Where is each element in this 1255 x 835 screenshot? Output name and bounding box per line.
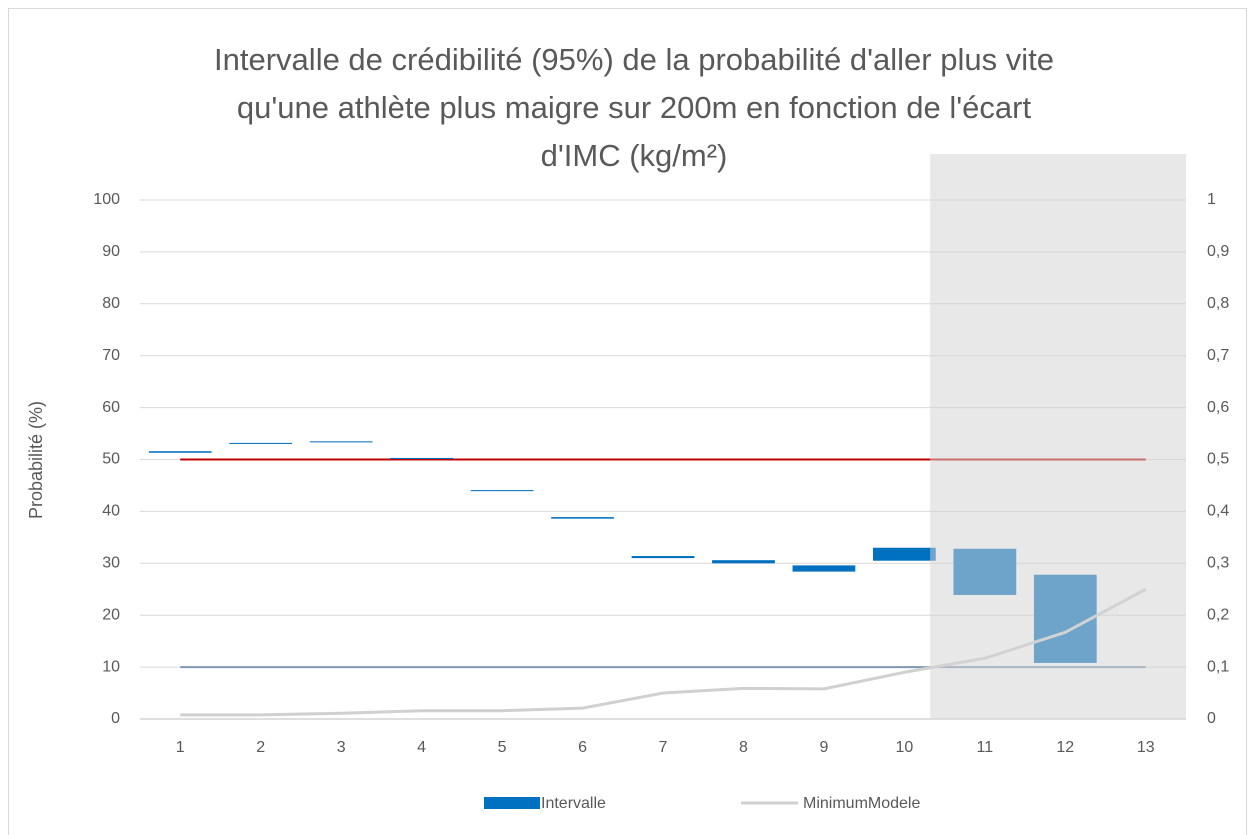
highlight-region — [930, 154, 1186, 719]
y-tick-label: 80 — [102, 295, 120, 312]
bar — [390, 457, 453, 459]
x-tick-label: 9 — [819, 739, 828, 756]
y-tick-label: 90 — [102, 243, 120, 260]
x-tick-label: 4 — [417, 739, 426, 756]
x-tick-label: 12 — [1056, 739, 1074, 756]
bar — [470, 490, 534, 492]
y2-tick-label: 0,7 — [1207, 347, 1229, 364]
y2-tick-label: 0,9 — [1207, 243, 1229, 260]
bar — [873, 547, 936, 561]
chart-title: d'IMC (kg/m²) — [541, 138, 728, 173]
x-tick-label: 2 — [256, 739, 265, 756]
x-tick-label: 7 — [659, 739, 668, 756]
x-tick-label: 11 — [977, 739, 994, 756]
chart-title: Intervalle de crédibilité (95%) de la pr… — [214, 42, 1054, 77]
bar — [551, 517, 614, 519]
x-tick-label: 10 — [895, 739, 913, 756]
bar — [792, 565, 856, 572]
y-tick-label: 0 — [111, 710, 120, 727]
y-tick-label: 20 — [102, 606, 120, 623]
bar — [148, 451, 212, 453]
y2-tick-label: 1 — [1207, 191, 1216, 208]
y2-tick-label: 0 — [1207, 710, 1216, 727]
bar — [712, 560, 775, 564]
x-tick-label: 3 — [337, 739, 346, 756]
bar — [631, 556, 695, 559]
legend-swatch — [484, 797, 540, 809]
legend-label: Intervalle — [541, 795, 606, 812]
x-tick-label: 6 — [578, 739, 587, 756]
y2-tick-label: 0,6 — [1207, 399, 1229, 416]
y-tick-label: 70 — [102, 347, 120, 364]
y-axis-label: Probabilité (%) — [26, 401, 46, 519]
y2-tick-label: 0,5 — [1207, 451, 1229, 468]
chart-title: qu'une athlète plus maigre sur 200m en f… — [237, 90, 1032, 125]
y-tick-label: 100 — [93, 191, 120, 208]
y-tick-label: 10 — [102, 658, 120, 675]
x-tick-label: 13 — [1137, 739, 1155, 756]
x-tick-label: 5 — [498, 739, 507, 756]
x-tick-label: 1 — [176, 739, 185, 756]
y-tick-label: 50 — [102, 451, 120, 468]
y2-tick-label: 0,3 — [1207, 555, 1229, 572]
x-tick-label: 8 — [739, 739, 748, 756]
y-tick-label: 30 — [102, 555, 120, 572]
y2-tick-label: 0,4 — [1207, 503, 1229, 520]
bar — [309, 441, 373, 443]
y2-tick-label: 0,2 — [1207, 606, 1229, 623]
y2-tick-label: 0,8 — [1207, 295, 1229, 312]
y-tick-label: 60 — [102, 399, 120, 416]
legend-label: MinimumModele — [803, 795, 920, 812]
bar — [229, 442, 293, 444]
y-tick-label: 40 — [102, 503, 120, 520]
y2-tick-label: 0,1 — [1207, 658, 1229, 675]
